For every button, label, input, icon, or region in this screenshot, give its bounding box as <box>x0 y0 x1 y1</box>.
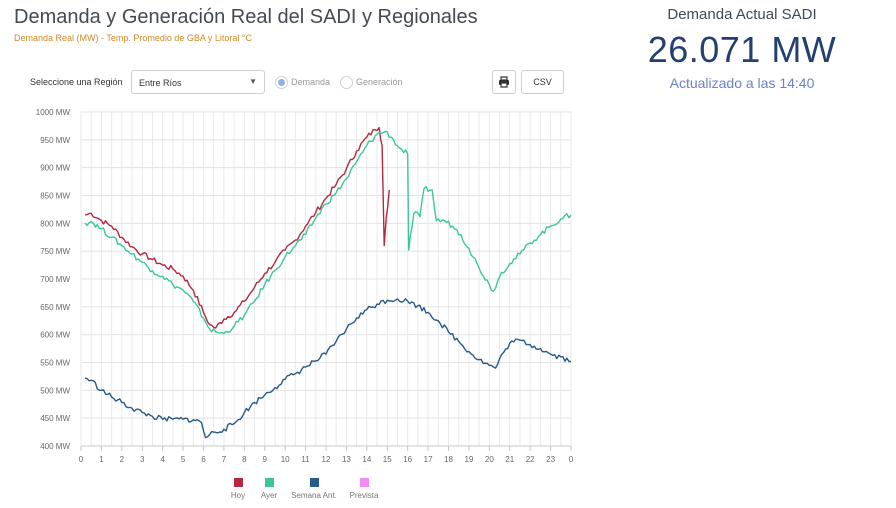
legend-item[interactable]: Semana Ant. <box>284 478 344 500</box>
x-tick-label: 21 <box>505 455 514 464</box>
legend-swatch <box>233 478 243 487</box>
x-tick-label: 2 <box>120 455 125 464</box>
x-tick-label: 10 <box>281 455 290 464</box>
print-button[interactable] <box>492 70 516 94</box>
current-demand-value: 26.071 MW <box>647 29 837 70</box>
caret-down-icon: ▼ <box>249 77 257 86</box>
legend-swatch <box>309 478 319 487</box>
legend-item[interactable]: Ayer <box>239 478 299 500</box>
x-tick-label: 3 <box>140 455 145 464</box>
y-tick-label: 750 MW <box>40 247 70 256</box>
current-demand-updated: Actualizado a las 14:40 <box>669 75 815 91</box>
x-tick-label: 6 <box>201 455 206 464</box>
current-demand-panel: Demanda Actual SADI 26.071 MW Actualizad… <box>628 6 856 91</box>
demand-chart: 400 MW 450 MW 500 MW 550 MW 600 MW 650 MW 700 … <box>36 108 574 464</box>
y-tick-label: 650 MW <box>40 303 70 312</box>
x-tick-label: 9 <box>263 455 268 464</box>
printer-icon <box>499 76 509 88</box>
y-tick-label: 950 MW <box>40 136 70 145</box>
region-select-value: Entre Ríos <box>139 78 182 88</box>
x-tick-label: 23 <box>546 455 555 464</box>
x-tick-label: 11 <box>301 455 310 464</box>
x-tick-label: 8 <box>242 455 247 464</box>
x-tick-label: 0 <box>79 455 84 464</box>
x-tick-label: 16 <box>403 455 412 464</box>
y-tick-label: 850 MW <box>40 192 70 201</box>
legend-swatch <box>359 478 369 487</box>
x-tick-label: 20 <box>485 455 494 464</box>
x-tick-label: 14 <box>362 455 371 464</box>
x-tick-label: 15 <box>383 455 392 464</box>
y-tick-label: 400 MW <box>40 442 70 451</box>
legend-label: Hoy <box>230 491 246 500</box>
legend-swatch <box>264 478 274 487</box>
radio-demanda-label: Demanda <box>291 77 331 87</box>
csv-button[interactable]: CSV <box>521 70 564 94</box>
region-select-label: Seleccione una Región <box>30 77 123 87</box>
x-tick-label: 17 <box>424 455 433 464</box>
y-tick-label: 500 MW <box>40 386 70 395</box>
legend-label: Ayer <box>260 491 278 500</box>
page-title: Demanda y Generación Real del SADI y Reg… <box>14 6 478 28</box>
radio-generacion-dot[interactable] <box>340 75 353 89</box>
x-tick-label: 1 <box>99 455 104 464</box>
x-tick-label: 18 <box>444 455 453 464</box>
x-tick-label: 5 <box>181 455 186 464</box>
x-tick-label: 4 <box>160 455 165 464</box>
x-tick-label: 7 <box>222 455 227 464</box>
chart-controls: Seleccione una Región Entre Ríos ▼ Deman… <box>30 70 570 94</box>
current-demand-label: Demanda Actual SADI <box>667 6 817 23</box>
series-line-ayer <box>84 130 572 335</box>
csv-button-label: CSV <box>533 77 552 87</box>
y-tick-label: 550 MW <box>40 359 70 368</box>
radio-demanda[interactable]: Demanda <box>275 74 330 90</box>
y-tick-label: 450 MW <box>40 414 70 423</box>
radio-generacion[interactable]: Generación <box>340 74 403 90</box>
y-tick-label: 1000 MW <box>36 108 71 117</box>
x-tick-label: 19 <box>464 455 473 464</box>
radio-generacion-label: Generación <box>356 77 403 87</box>
x-tick-label: 22 <box>526 455 535 464</box>
legend-label: Prevista <box>349 491 379 500</box>
y-tick-label: 600 MW <box>40 331 70 340</box>
y-tick-label: 900 MW <box>40 164 70 173</box>
y-tick-label: 700 MW <box>40 275 70 284</box>
series-line-semana-ant <box>84 298 572 439</box>
radio-demanda-dot[interactable] <box>275 75 288 89</box>
series-line-hoy <box>84 126 390 329</box>
legend-item[interactable]: Hoy <box>208 478 268 500</box>
x-tick-label: 12 <box>322 455 331 464</box>
y-tick-label: 800 MW <box>40 219 70 228</box>
legend-label: Semana Ant. <box>291 491 337 500</box>
x-tick-label: 13 <box>342 455 351 464</box>
region-select[interactable]: Entre Ríos ▼ <box>131 70 265 94</box>
legend-item[interactable]: Prevista <box>334 478 394 500</box>
x-tick-label: 0 <box>569 455 574 464</box>
page-subtitle: Demanda Real (MW) - Temp. Promedio de GB… <box>14 33 253 43</box>
